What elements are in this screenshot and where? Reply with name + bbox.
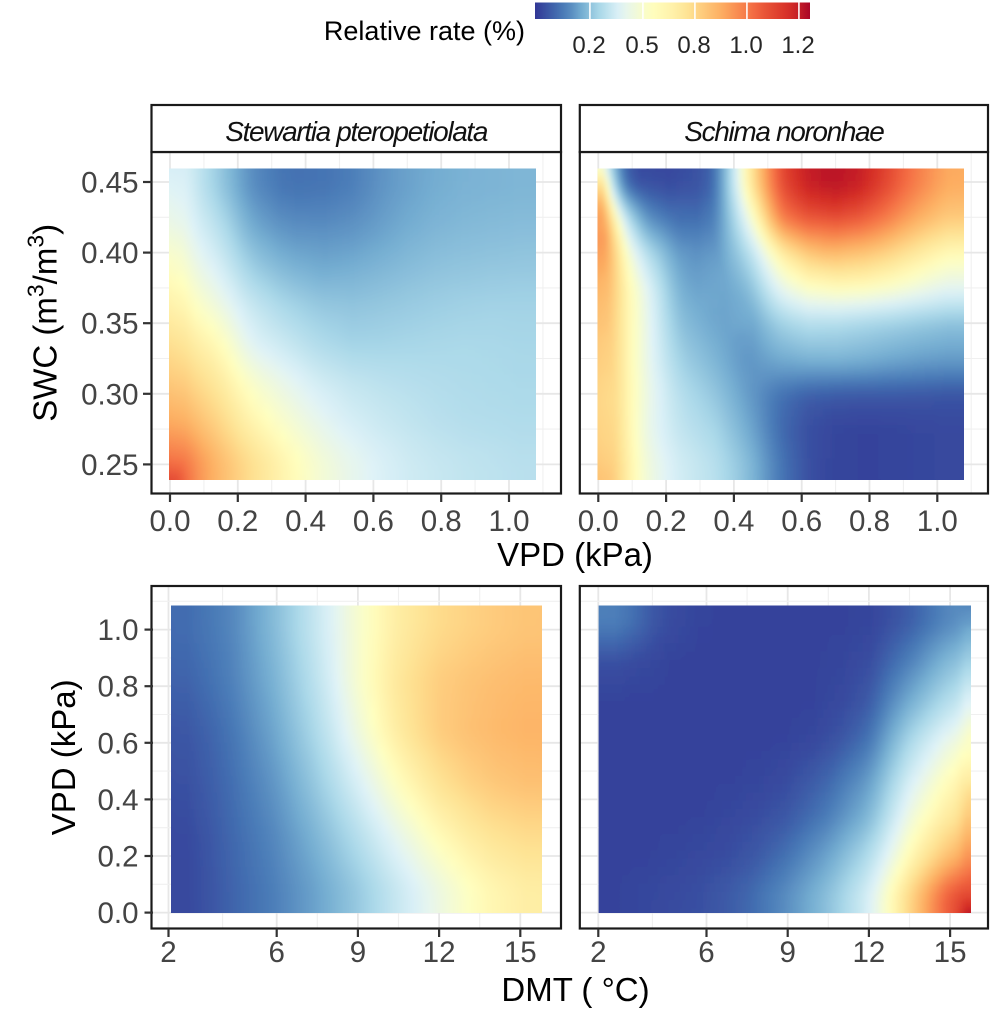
svg-text:0.2: 0.2 xyxy=(646,505,687,538)
svg-text:1.0: 1.0 xyxy=(488,505,529,538)
svg-text:0.0: 0.0 xyxy=(578,505,619,538)
svg-text:0.30: 0.30 xyxy=(81,378,138,411)
svg-text:2: 2 xyxy=(590,936,606,969)
svg-text:0.8: 0.8 xyxy=(677,32,710,59)
svg-text:0.0: 0.0 xyxy=(97,897,138,930)
svg-text:15: 15 xyxy=(504,936,537,969)
svg-text:Stewartia pteropetiolata: Stewartia pteropetiolata xyxy=(225,116,488,147)
svg-text:1.0: 1.0 xyxy=(917,505,958,538)
svg-text:12: 12 xyxy=(423,936,456,969)
svg-text:0.8: 0.8 xyxy=(421,505,462,538)
svg-text:0.4: 0.4 xyxy=(285,505,326,538)
svg-text:0.2: 0.2 xyxy=(217,505,258,538)
svg-text:15: 15 xyxy=(934,936,967,969)
svg-text:6: 6 xyxy=(268,936,284,969)
svg-text:0.35: 0.35 xyxy=(81,308,138,341)
svg-text:VPD (kPa): VPD (kPa) xyxy=(45,679,82,835)
svg-text:0.6: 0.6 xyxy=(353,505,394,538)
svg-text:Relative rate (%): Relative rate (%) xyxy=(324,16,525,46)
svg-text:VPD (kPa): VPD (kPa) xyxy=(497,536,653,573)
svg-text:9: 9 xyxy=(779,936,795,969)
svg-text:0.0: 0.0 xyxy=(149,505,190,538)
svg-text:12: 12 xyxy=(852,936,885,969)
svg-text:9: 9 xyxy=(350,936,366,969)
svg-text:0.6: 0.6 xyxy=(97,727,138,760)
svg-text:Schima noronhae: Schima noronhae xyxy=(684,116,884,147)
svg-text:1.2: 1.2 xyxy=(781,32,814,59)
svg-text:0.5: 0.5 xyxy=(625,32,658,59)
svg-text:1.0: 1.0 xyxy=(97,614,138,647)
svg-text:SWC (m3/m3): SWC (m3/m3) xyxy=(23,224,64,422)
svg-text:0.8: 0.8 xyxy=(849,505,890,538)
svg-text:6: 6 xyxy=(698,936,714,969)
svg-text:0.4: 0.4 xyxy=(97,784,138,817)
svg-text:0.4: 0.4 xyxy=(713,505,754,538)
svg-text:0.6: 0.6 xyxy=(781,505,822,538)
svg-text:1.0: 1.0 xyxy=(729,32,762,59)
svg-text:0.2: 0.2 xyxy=(572,32,605,59)
svg-text:0.40: 0.40 xyxy=(81,237,138,270)
svg-text:0.25: 0.25 xyxy=(81,449,138,482)
svg-text:0.8: 0.8 xyxy=(97,671,138,704)
svg-text:0.45: 0.45 xyxy=(81,167,138,200)
svg-text:DMT ( °C): DMT ( °C) xyxy=(501,971,649,1008)
svg-text:0.2: 0.2 xyxy=(97,841,138,874)
svg-text:2: 2 xyxy=(160,936,176,969)
